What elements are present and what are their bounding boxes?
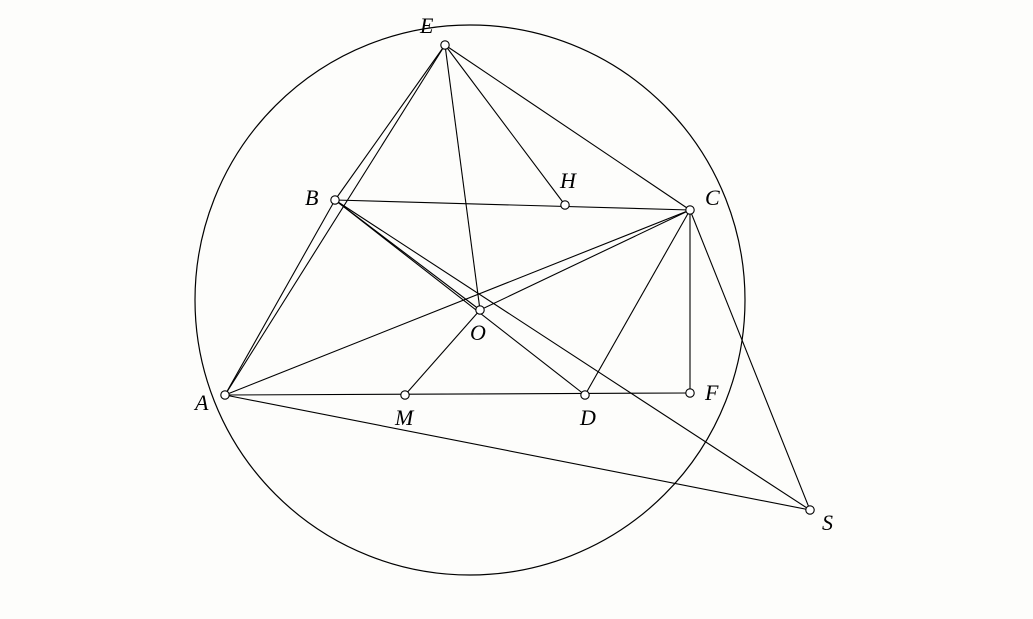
edge-A-F <box>225 393 690 395</box>
edge-M-O <box>405 310 480 395</box>
edge-A-C <box>225 210 690 395</box>
edge-O-C <box>480 210 690 310</box>
label-O: O <box>470 320 486 345</box>
label-A: A <box>193 390 209 415</box>
edge-C-D <box>585 210 690 395</box>
point-O <box>476 306 484 314</box>
edge-B-E <box>335 45 445 200</box>
edge-A-E <box>225 45 445 395</box>
label-S: S <box>822 510 833 535</box>
point-M <box>401 391 409 399</box>
point-B <box>331 196 339 204</box>
edge-B-D <box>335 200 585 395</box>
edge-B-C <box>335 200 690 210</box>
point-E <box>441 41 449 49</box>
edge-C-S <box>690 210 810 510</box>
label-H: H <box>559 168 577 193</box>
label-M: M <box>394 405 415 430</box>
label-D: D <box>579 405 596 430</box>
point-F <box>686 389 694 397</box>
edge-A-B <box>225 200 335 395</box>
label-B: B <box>305 185 318 210</box>
point-H <box>561 201 569 209</box>
point-D <box>581 391 589 399</box>
point-C <box>686 206 694 214</box>
label-C: C <box>705 185 720 210</box>
point-S <box>806 506 814 514</box>
label-F: F <box>704 380 719 405</box>
label-E: E <box>419 13 434 38</box>
point-A <box>221 391 229 399</box>
circumscribed-circle <box>195 25 745 575</box>
edge-B-O <box>335 200 480 310</box>
geometry-diagram: E B H C O A M D F S <box>0 0 1033 619</box>
